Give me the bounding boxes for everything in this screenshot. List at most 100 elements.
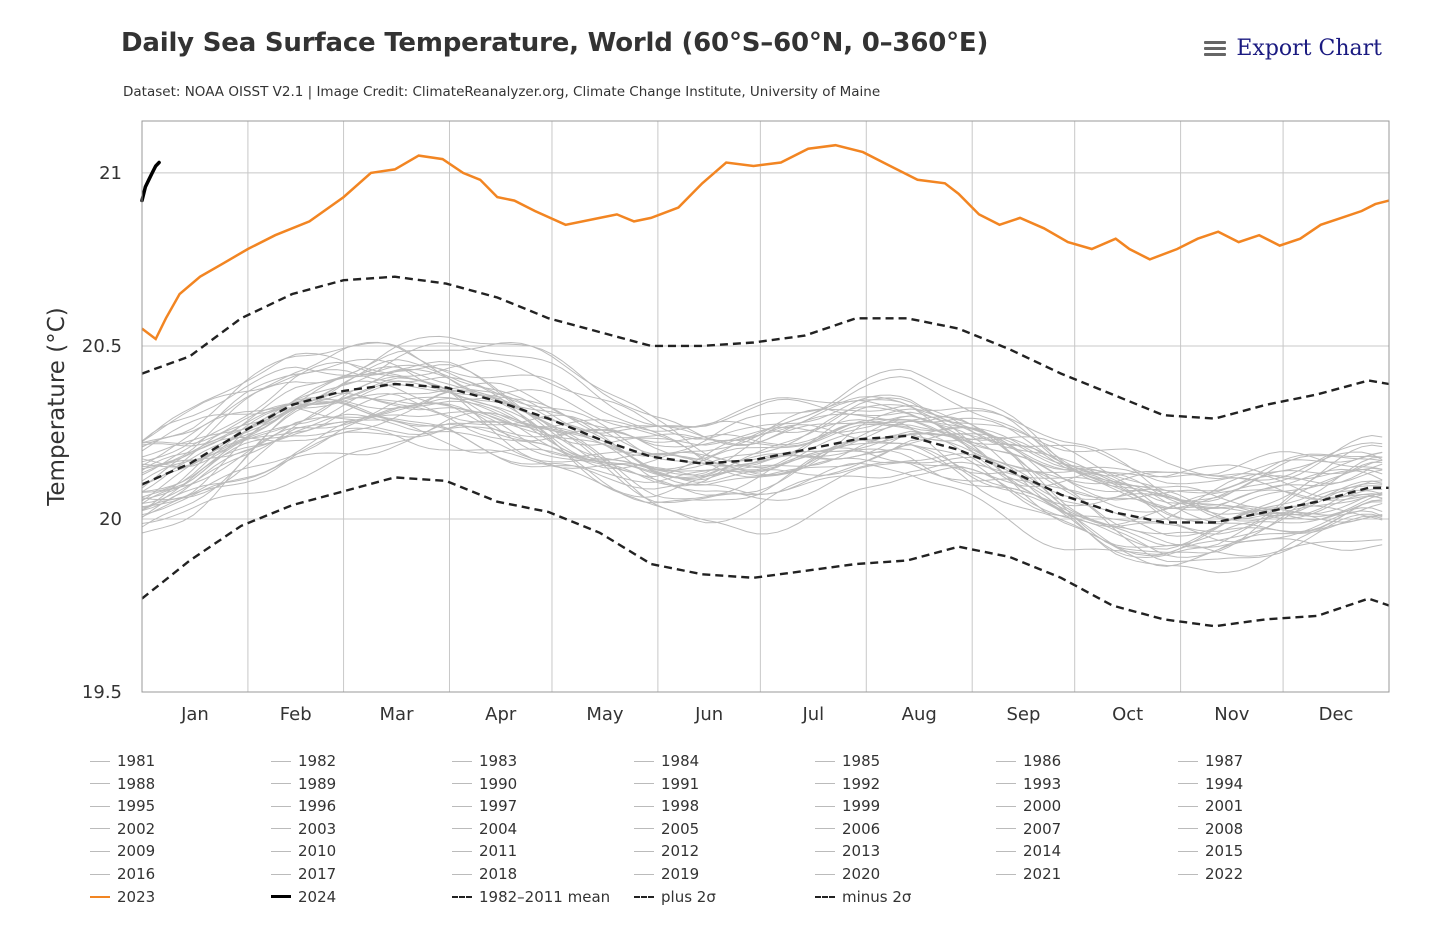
legend-label: 1982–2011 mean [479,887,611,906]
legend-item[interactable]: 2011 [452,842,517,860]
legend-item[interactable]: 1999 [815,797,880,815]
legend-swatch [90,805,110,807]
legend-swatch [271,895,291,899]
legend-item[interactable]: 1996 [271,797,336,815]
legend-item[interactable]: 2010 [271,842,336,860]
legend-item[interactable]: 1985 [815,752,880,770]
legend-swatch [452,873,472,875]
legend-item[interactable]: 2023 [90,888,155,906]
legend-item[interactable]: 1988 [90,775,155,793]
legend-item[interactable]: 1994 [1178,775,1243,793]
legend-item[interactable]: 2003 [271,820,336,838]
legend-item[interactable]: 1981 [90,752,155,770]
legend-swatch [271,873,291,875]
highlight-lines [140,143,1390,628]
series-line-1997 [141,407,1383,522]
legend-item[interactable]: 2015 [1178,842,1243,860]
legend-item[interactable]: 1990 [452,775,517,793]
legend-item[interactable]: 1991 [634,775,699,793]
legend-item[interactable]: 2017 [271,865,336,883]
legend-swatch [634,828,654,830]
legend-label: 1994 [1205,774,1244,793]
legend-item[interactable]: 1987 [1178,752,1243,770]
legend-label: 1988 [117,774,156,793]
legend-item[interactable]: 2004 [452,820,517,838]
hamburger-menu-icon [1204,40,1227,57]
legend-item[interactable]: 1997 [452,797,517,815]
legend-item[interactable]: 2007 [996,820,1061,838]
legend-item[interactable]: 1993 [996,775,1061,793]
legend-item[interactable]: 2019 [634,865,699,883]
legend-item[interactable]: 1983 [452,752,517,770]
legend-item[interactable]: 2008 [1178,820,1243,838]
legend-label: 1999 [842,797,881,816]
legend-item[interactable]: 2021 [996,865,1061,883]
legend-item[interactable]: 2012 [634,842,699,860]
legend-item[interactable]: 2013 [815,842,880,860]
legend-item[interactable]: 2020 [815,865,880,883]
legend-item[interactable]: 2016 [90,865,155,883]
legend-item[interactable]: 2000 [996,797,1061,815]
legend-swatch [996,760,1016,762]
legend-swatch [634,873,654,875]
legend-item[interactable]: minus 2σ [815,888,911,906]
legend-item[interactable]: 1995 [90,797,155,815]
legend-item[interactable]: 1982–2011 mean [452,888,610,906]
axis-labels: 19.5 20 20.5 21 Jan Feb Mar Apr May Jun Jul Aug Sep O… [82,163,1354,725]
legend-swatch [271,760,291,762]
series-line-1988 [141,427,1383,523]
y-tick-label: 20.5 [82,336,122,357]
legend-label: 1984 [661,752,700,770]
legend-item[interactable]: 1992 [815,775,880,793]
series-line-2022 [141,352,1383,481]
plot-border [141,120,1390,693]
series-line-2020 [141,376,1383,477]
x-tick-label: Apr [485,704,517,725]
series-line-1982 [141,414,1383,563]
series-line-2001 [141,404,1383,521]
legend-swatch [996,828,1016,830]
legend-item[interactable]: plus 2σ [634,888,716,906]
legend-item[interactable]: 1986 [996,752,1061,770]
legend-item[interactable]: 1982 [271,752,336,770]
legend-label: plus 2σ [661,887,716,906]
series-line-1995 [141,413,1383,521]
series-line-2019 [141,369,1383,509]
legend-label: 1992 [842,774,881,793]
legend-item[interactable]: 2009 [90,842,155,860]
legend-item[interactable]: 2002 [90,820,155,838]
legend-item[interactable]: 2018 [452,865,517,883]
legend-label: 1987 [1205,752,1244,770]
legend-item[interactable]: 2022 [1178,865,1243,883]
series-line-2021 [141,368,1383,503]
legend-label: 2016 [117,865,156,883]
legend-item[interactable]: 2001 [1178,797,1243,815]
x-tick-label: Nov [1214,704,1249,725]
legend-swatch [996,873,1016,875]
legend-item[interactable]: 2014 [996,842,1061,860]
legend-swatch [90,783,110,785]
legend-swatch [996,850,1016,852]
legend-item[interactable]: 1989 [271,775,336,793]
legend-item[interactable]: 2006 [815,820,880,838]
legend-item[interactable]: 2005 [634,820,699,838]
legend-item[interactable]: 1984 [634,752,699,770]
legend-label: 1996 [298,797,337,816]
legend-item[interactable]: 1998 [634,797,699,815]
legend-swatch [452,828,472,830]
legend-label: 2006 [842,819,881,838]
legend-item[interactable]: 2024 [271,888,336,906]
legend-label: minus 2σ [842,887,912,906]
sst-line-chart: 19.5 20 20.5 21 Jan Feb Mar Apr May Jun Jul Aug Sep O… [44,120,1390,725]
legend-label: 2022 [1205,865,1244,883]
legend-label: 2015 [1205,842,1244,861]
legend-swatch [90,895,110,898]
legend-label: 2009 [117,842,156,861]
legend-swatch [90,873,110,875]
legend-swatch [271,850,291,852]
x-tick-label: Jun [694,704,723,725]
export-chart-button[interactable]: Export Chart [1204,36,1382,61]
legend-swatch [815,895,835,898]
legend-swatch [996,805,1016,807]
legend-swatch [271,783,291,785]
